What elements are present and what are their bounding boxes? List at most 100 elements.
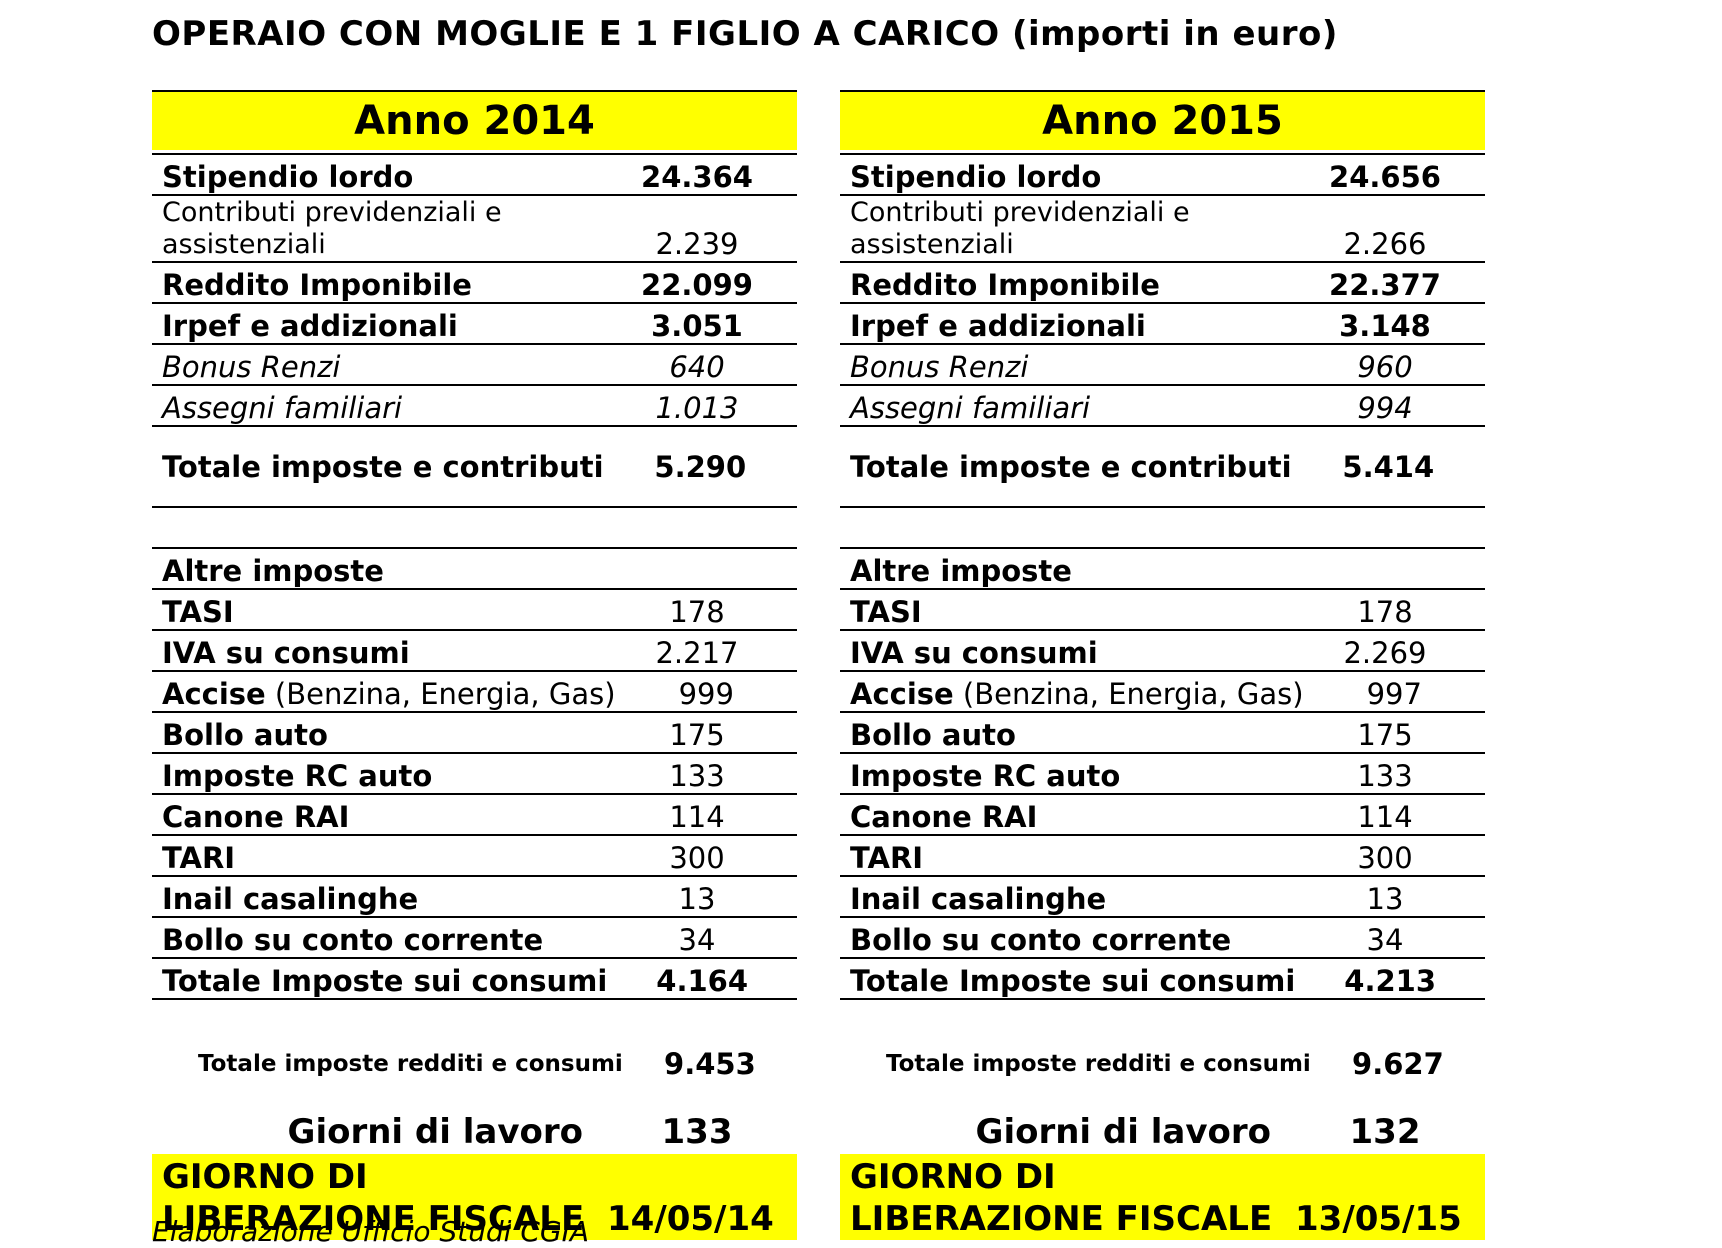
row-label: Bonus Renzi: [850, 350, 1029, 384]
header-divider: [152, 153, 797, 155]
row-label: IVA su consumi: [850, 636, 1098, 670]
row-value: 4.164: [656, 964, 749, 998]
row-label: Contributi previdenziali e assistenziali: [850, 197, 1190, 260]
grand-total-label: Totale imposte redditi e consumi: [886, 1051, 1311, 1077]
row-bonus: Bonus Renzi 960: [840, 345, 1485, 386]
row-bollo-cc: Bollo su conto corrente 34: [152, 918, 797, 959]
row-label: Stipendio lordo: [162, 160, 414, 194]
row-label: TARI: [162, 841, 236, 875]
row-label: Bollo auto: [850, 718, 1016, 752]
row-label: Accise: [162, 677, 266, 711]
row-value: 34: [1366, 923, 1404, 957]
row-value: 2.269: [1343, 636, 1427, 670]
row-rc-auto: Imposte RC auto 133: [152, 754, 797, 795]
row-assegni: Assegni familiari 1.013: [152, 386, 797, 427]
row-value: 133: [669, 759, 725, 793]
row-label-note: (Benzina, Energia, Gas): [953, 677, 1304, 711]
row-canone-rai: Canone RAI 114: [840, 795, 1485, 836]
row-reddito: Reddito Imponibile 22.377: [840, 263, 1485, 304]
giorni-value: 133: [661, 1112, 733, 1152]
liberazione-date: 14/05/14: [607, 1199, 774, 1239]
row-value: 22.377: [1329, 268, 1441, 302]
row-value: 24.364: [641, 160, 753, 194]
row-inail: Inail casalinghe 13: [840, 877, 1485, 918]
row-label: TASI: [162, 595, 234, 629]
row-label: Totale imposte e contributi: [850, 449, 1292, 484]
row-value: 300: [1357, 841, 1413, 875]
row-totale-contributi: Totale imposte e contributi 5.414: [840, 427, 1485, 508]
row-label: Irpef e addizionali: [162, 309, 458, 343]
row-tari: TARI 300: [840, 836, 1485, 877]
row-accise: Accise (Benzina, Energia, Gas) 999: [152, 672, 797, 713]
row-stipendio: Stipendio lordo 24.364: [152, 155, 797, 196]
row-bollo-auto: Bollo auto 175: [840, 713, 1485, 754]
row-value: 3.051: [651, 309, 743, 343]
row-altre-imposte: Altre imposte: [840, 549, 1485, 590]
row-label: Bonus Renzi: [162, 350, 341, 384]
row-tasi: TASI 178: [152, 590, 797, 631]
giorni-value: 132: [1349, 1112, 1421, 1152]
row-accise: Accise (Benzina, Energia, Gas) 997: [840, 672, 1485, 713]
row-value: 4.213: [1344, 964, 1437, 998]
row-value: 5.290: [654, 449, 747, 484]
row-label-wrapper: Accise (Benzina, Energia, Gas): [152, 677, 616, 711]
row-value: 960: [1357, 350, 1413, 384]
row-bollo-auto: Bollo auto 175: [152, 713, 797, 754]
row-bonus: Bonus Renzi 640: [152, 345, 797, 386]
row-tasi: TASI 178: [840, 590, 1485, 631]
row-value: 34: [678, 923, 716, 957]
row-totale-contributi: Totale imposte e contributi 5.290: [152, 427, 797, 508]
year-header: Anno 2015: [840, 90, 1485, 150]
row-label: Imposte RC auto: [162, 759, 433, 793]
row-value: 178: [669, 595, 725, 629]
row-label: Totale imposte e contributi: [162, 449, 604, 484]
row-value: 999: [678, 677, 734, 711]
row-value: 22.099: [641, 268, 753, 302]
row-label: TARI: [850, 841, 924, 875]
row-label: Assegni familiari: [850, 391, 1091, 425]
row-value: 13: [1366, 882, 1404, 916]
liberazione-box: GIORNO DI LIBERAZIONE FISCALE 14/05/14: [152, 1154, 797, 1240]
grand-total-value: 9.627: [1352, 1047, 1444, 1081]
row-label: Irpef e addizionali: [850, 309, 1146, 343]
row-rc-auto: Imposte RC auto 133: [840, 754, 1485, 795]
row-label: Bollo auto: [162, 718, 328, 752]
section-label: Altre imposte: [850, 554, 1072, 588]
row-bollo-cc: Bollo su conto corrente 34: [840, 918, 1485, 959]
row-label: Totale Imposte sui consumi: [850, 964, 1296, 998]
row-label: Imposte RC auto: [850, 759, 1121, 793]
giorni-row: Giorni di lavoro 132: [840, 1110, 1485, 1154]
giorni-label: Giorni di lavoro: [975, 1112, 1271, 1152]
liberazione-box: GIORNO DI LIBERAZIONE FISCALE 13/05/15: [840, 1154, 1485, 1240]
row-label: Totale Imposte sui consumi: [162, 964, 608, 998]
row-label: TASI: [850, 595, 922, 629]
row-value: 175: [669, 718, 725, 752]
row-irpef: Irpef e addizionali 3.051: [152, 304, 797, 345]
row-value: 2.217: [655, 636, 739, 670]
row-stipendio: Stipendio lordo 24.656: [840, 155, 1485, 196]
panel-2015: Anno 2015 Stipendio lordo 24.656 Contrib…: [840, 90, 1485, 1240]
row-value: 178: [1357, 595, 1413, 629]
row-iva: IVA su consumi 2.217: [152, 631, 797, 672]
section-label: Altre imposte: [162, 554, 384, 588]
panel-2014: Anno 2014 Stipendio lordo 24.364 Contrib…: [152, 90, 797, 1240]
row-label-note: (Benzina, Energia, Gas): [265, 677, 616, 711]
row-value: 13: [678, 882, 716, 916]
giorni-label: Giorni di lavoro: [287, 1112, 583, 1152]
row-value: 5.414: [1342, 449, 1435, 484]
row-value: 2.239: [655, 227, 739, 261]
header-divider: [840, 153, 1485, 155]
grand-total-value: 9.453: [664, 1047, 756, 1081]
row-canone-rai: Canone RAI 114: [152, 795, 797, 836]
liberazione-label: GIORNO DI LIBERAZIONE FISCALE: [162, 1157, 585, 1239]
page-title: OPERAIO CON MOGLIE E 1 FIGLIO A CARICO (…: [152, 14, 1338, 54]
row-value: 133: [1357, 759, 1413, 793]
row-value: 2.266: [1343, 227, 1427, 261]
row-irpef: Irpef e addizionali 3.148: [840, 304, 1485, 345]
year-header: Anno 2014: [152, 90, 797, 150]
spacer-row: [152, 508, 797, 549]
row-reddito: Reddito Imponibile 22.099: [152, 263, 797, 304]
source-footer: Elaborazione Ufficio Studi CGIA: [152, 1215, 589, 1248]
row-totale-consumi: Totale Imposte sui consumi 4.164: [152, 959, 797, 1000]
row-totale-consumi: Totale Imposte sui consumi 4.213: [840, 959, 1485, 1000]
